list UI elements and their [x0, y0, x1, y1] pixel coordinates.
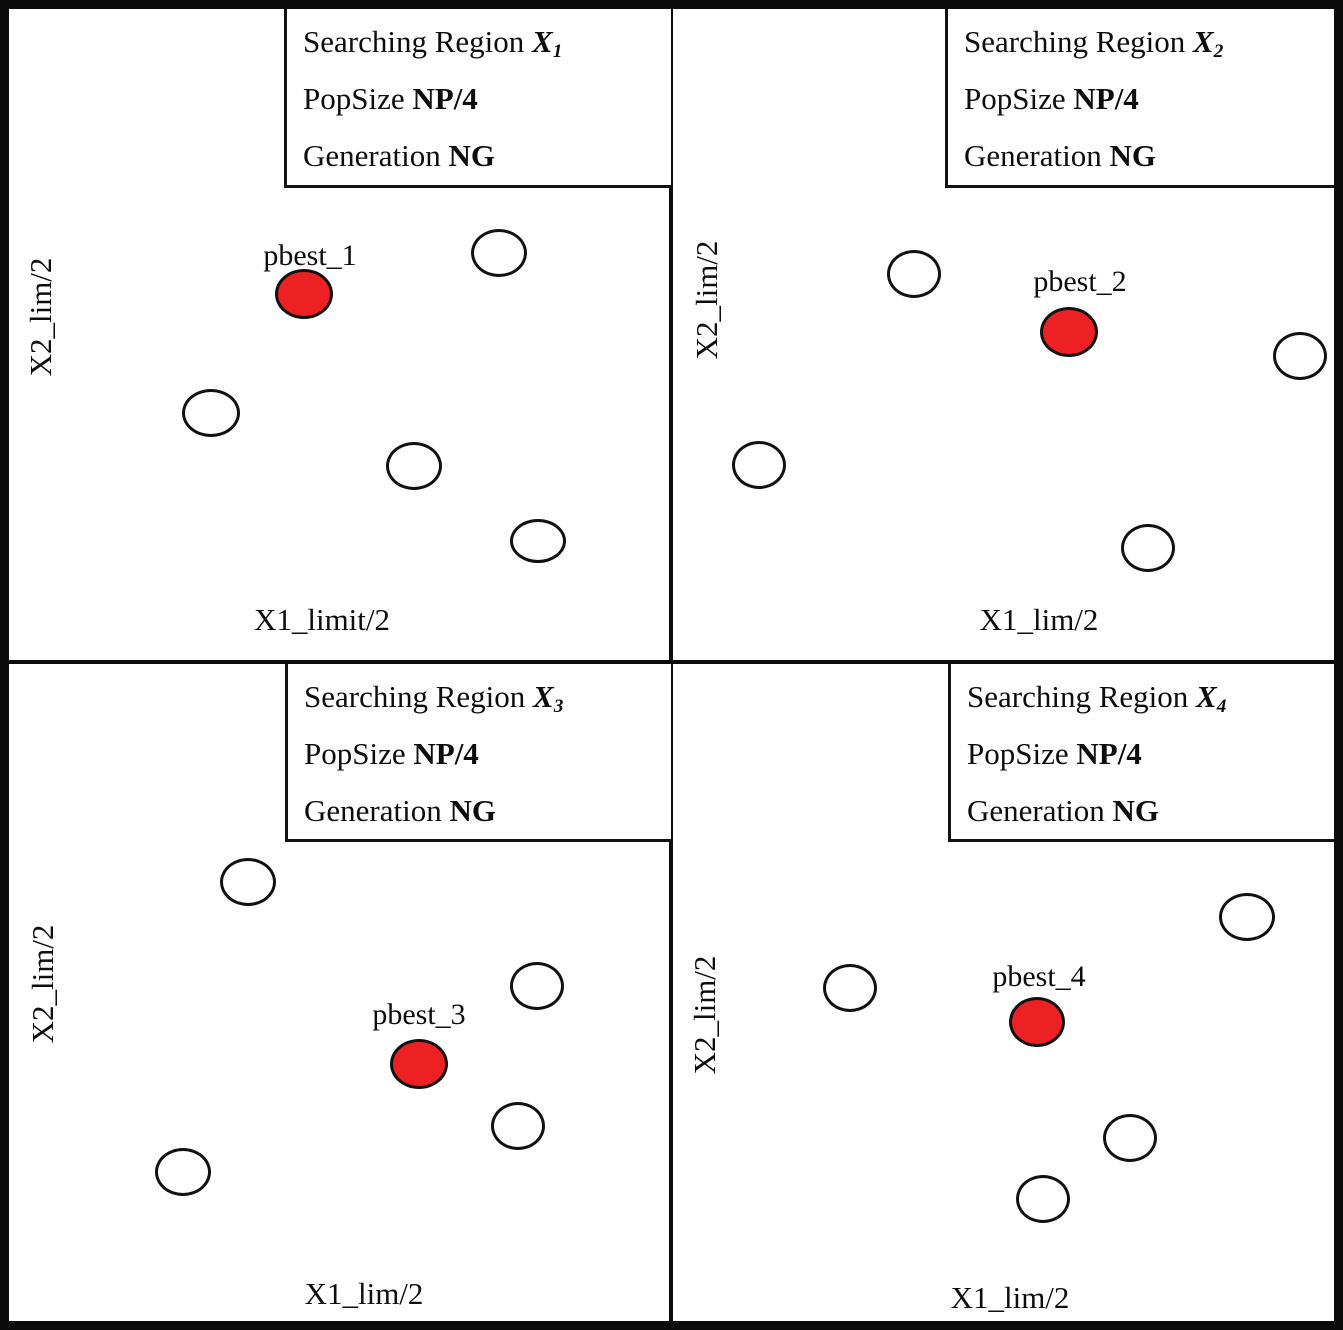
generation-label: Generation — [304, 793, 450, 828]
popsize-label: PopSize — [303, 81, 413, 116]
particle-circle — [510, 962, 564, 1010]
horizontal-divider-line — [0, 660, 1343, 664]
generation-value: NG — [448, 138, 495, 173]
particle-circle — [155, 1148, 211, 1196]
generation-label: Generation — [964, 138, 1110, 173]
region-title-text: Searching Region — [967, 679, 1197, 714]
region-variable: X — [1196, 679, 1217, 714]
popsize-line: PopSize NP/4 — [303, 70, 671, 127]
generation-line: Generation NG — [304, 782, 671, 839]
popsize-label: PopSize — [967, 736, 1077, 771]
particle-circle — [1103, 1114, 1157, 1162]
y-axis-label-q4: X2_lim/2 — [687, 955, 722, 1075]
pbest-2-label: pbest_2 — [1033, 265, 1127, 298]
generation-value: NG — [1109, 138, 1156, 173]
x-axis-label-q2: X1_lim/2 — [979, 602, 1099, 637]
region-variable: X — [533, 679, 554, 714]
popsize-label: PopSize — [964, 81, 1074, 116]
region-variable: X — [1193, 24, 1214, 59]
particle-circle — [471, 229, 527, 277]
particle-circle — [220, 858, 276, 906]
particle-circle — [1121, 524, 1175, 572]
vertical-divider-line — [669, 0, 673, 1330]
region-title: Searching Region X3 — [304, 668, 671, 725]
x-axis-label-q1: X1_limit/2 — [253, 602, 391, 637]
region-subscript: 3 — [553, 695, 564, 717]
popsize-value: NP/4 — [413, 736, 479, 771]
popsize-value: NP/4 — [1073, 81, 1139, 116]
particle-circle — [732, 441, 786, 489]
info-box-region-x3: Searching Region X3 PopSize NP/4 Generat… — [285, 664, 671, 842]
particle-circle — [1219, 893, 1275, 941]
y-axis-label-q3: X2_lim/2 — [25, 924, 60, 1044]
info-box-region-x2: Searching Region X2 PopSize NP/4 Generat… — [945, 9, 1335, 188]
generation-value: NG — [449, 793, 496, 828]
popsize-value: NP/4 — [412, 81, 478, 116]
pbest-4-label: pbest_4 — [992, 960, 1086, 993]
pbest-4-marker — [1009, 997, 1065, 1047]
info-box-region-x1: Searching Region X1 PopSize NP/4 Generat… — [284, 9, 671, 188]
region-title-text: Searching Region — [964, 24, 1194, 59]
region-title: Searching Region X2 — [964, 13, 1335, 70]
popsize-label: PopSize — [304, 736, 414, 771]
particle-circle — [491, 1102, 545, 1150]
particle-circle — [386, 442, 442, 490]
region-title-text: Searching Region — [304, 679, 534, 714]
popsize-line: PopSize NP/4 — [304, 725, 671, 782]
pbest-1-marker — [275, 269, 333, 319]
generation-line: Generation NG — [303, 127, 671, 184]
region-title-text: Searching Region — [303, 24, 533, 59]
x-axis-label-q3: X1_lim/2 — [304, 1276, 424, 1311]
region-subscript: 1 — [552, 40, 563, 62]
region-title: Searching Region X1 — [303, 13, 671, 70]
y-axis-label-q1: X2_lim/2 — [23, 257, 58, 377]
info-box-region-x4: Searching Region X4 PopSize NP/4 Generat… — [948, 664, 1335, 842]
popsize-line: PopSize NP/4 — [967, 725, 1335, 782]
region-subscript: 2 — [1213, 40, 1224, 62]
region-subscript: 4 — [1216, 695, 1227, 717]
pbest-2-marker — [1040, 307, 1098, 357]
generation-label: Generation — [303, 138, 449, 173]
particle-circle — [823, 964, 877, 1012]
region-title: Searching Region X4 — [967, 668, 1335, 725]
generation-label: Generation — [967, 793, 1113, 828]
particle-circle — [887, 250, 941, 298]
generation-value: NG — [1112, 793, 1159, 828]
y-axis-label-q2: X2_lim/2 — [689, 240, 724, 360]
x-axis-label-q4: X1_lim/2 — [950, 1280, 1070, 1315]
generation-line: Generation NG — [967, 782, 1335, 839]
pbest-3-label: pbest_3 — [372, 998, 466, 1031]
particle-circle — [182, 389, 240, 437]
pbest-3-marker — [390, 1039, 448, 1089]
particle-circle — [1273, 332, 1327, 380]
particle-circle — [1016, 1175, 1070, 1223]
popsize-line: PopSize NP/4 — [964, 70, 1335, 127]
generation-line: Generation NG — [964, 127, 1335, 184]
popsize-value: NP/4 — [1076, 736, 1142, 771]
particle-circle — [510, 519, 566, 563]
pbest-1-label: pbest_1 — [263, 239, 357, 272]
region-variable: X — [532, 24, 553, 59]
